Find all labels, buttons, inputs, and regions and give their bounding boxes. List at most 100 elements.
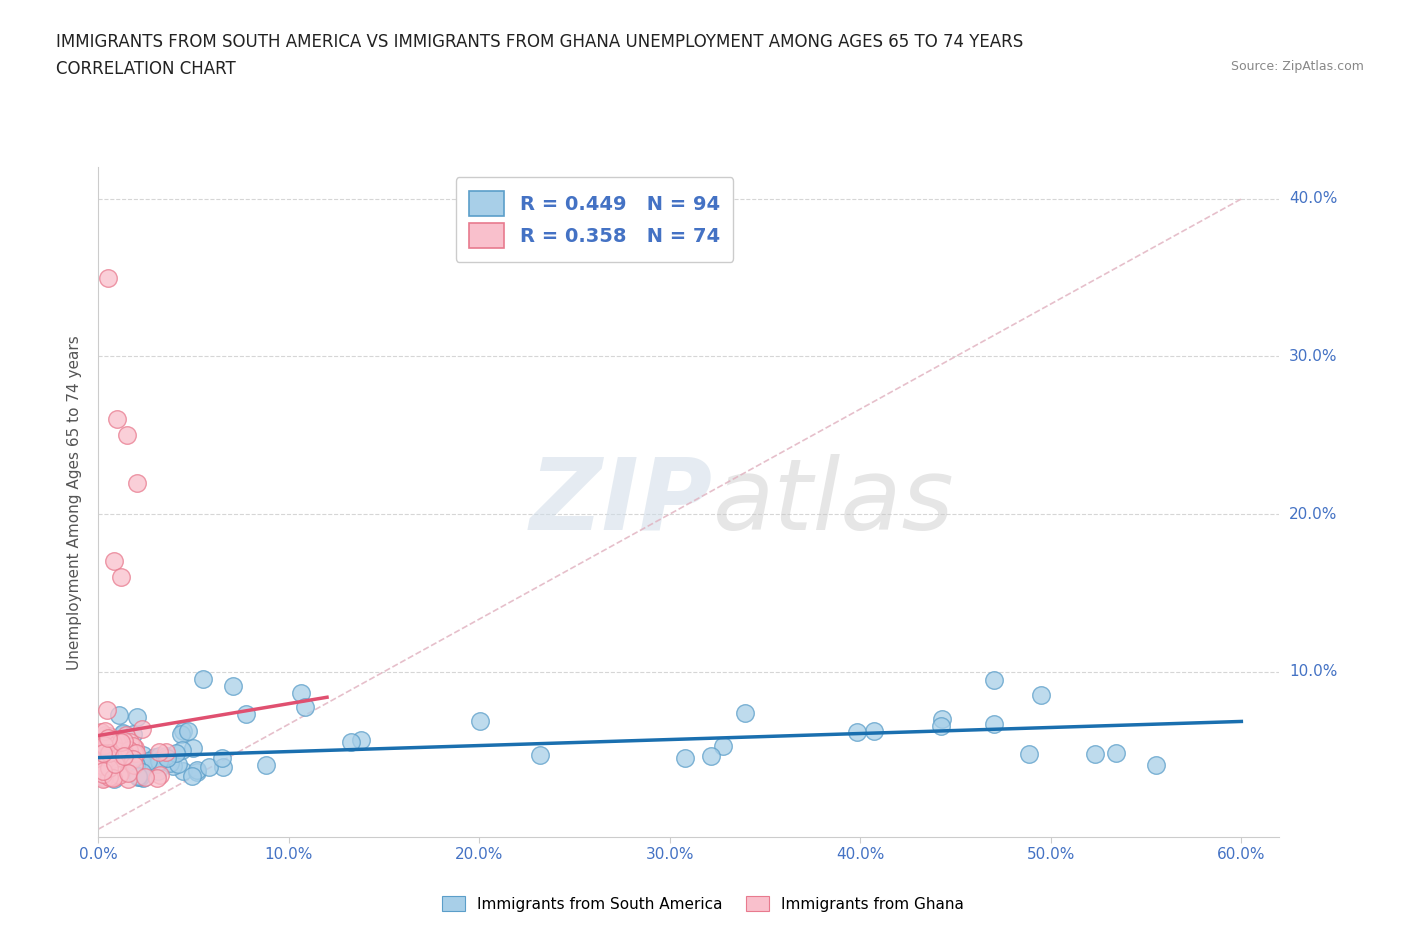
Point <box>114 752 136 767</box>
Text: IMMIGRANTS FROM SOUTH AMERICA VS IMMIGRANTS FROM GHANA UNEMPLOYMENT AMONG AGES 6: IMMIGRANTS FROM SOUTH AMERICA VS IMMIGRA… <box>56 33 1024 50</box>
Point <box>931 719 953 734</box>
Point <box>122 746 145 761</box>
Point <box>1144 757 1167 772</box>
Point <box>103 771 125 786</box>
Point <box>91 767 114 782</box>
Point <box>110 735 132 750</box>
Point <box>172 724 194 739</box>
Point <box>132 757 155 772</box>
Point <box>108 759 131 774</box>
Point <box>141 755 163 770</box>
Point <box>211 751 233 765</box>
Point <box>115 758 138 773</box>
Point <box>115 727 138 742</box>
Point <box>112 734 135 749</box>
Point <box>983 716 1005 731</box>
Point <box>101 770 124 785</box>
Point <box>111 727 134 742</box>
Point <box>235 707 257 722</box>
Point <box>145 770 167 785</box>
Point <box>104 760 127 775</box>
Point <box>148 745 170 760</box>
Point <box>863 724 886 738</box>
Point <box>254 757 277 772</box>
Legend: R = 0.449   N = 94, R = 0.358   N = 74: R = 0.449 N = 94, R = 0.358 N = 74 <box>456 177 734 262</box>
Point <box>136 753 159 768</box>
Point <box>1105 745 1128 760</box>
Point <box>93 746 115 761</box>
Point <box>103 554 125 569</box>
Point <box>94 740 117 755</box>
Point <box>711 738 734 753</box>
Point <box>105 734 128 749</box>
Text: 10.0%: 10.0% <box>1289 664 1337 679</box>
Point <box>97 271 120 286</box>
Point <box>91 759 114 774</box>
Point <box>91 772 114 787</box>
Point <box>222 679 245 694</box>
Point <box>108 751 131 766</box>
Point <box>131 748 153 763</box>
Point <box>172 764 194 778</box>
Point <box>134 769 156 784</box>
Point <box>90 754 112 769</box>
Point <box>93 744 115 759</box>
Point <box>131 722 153 737</box>
Point <box>101 765 124 780</box>
Point <box>162 759 184 774</box>
Point <box>103 736 125 751</box>
Point <box>93 746 115 761</box>
Point <box>97 770 120 785</box>
Point <box>124 741 146 756</box>
Point <box>104 757 127 772</box>
Point <box>107 734 129 749</box>
Point <box>105 755 128 770</box>
Point <box>125 746 148 761</box>
Point <box>148 749 170 764</box>
Point <box>100 760 122 775</box>
Point <box>1084 747 1107 762</box>
Point <box>145 750 167 764</box>
Point <box>122 751 145 766</box>
Point <box>156 751 179 765</box>
Point <box>122 758 145 773</box>
Text: atlas: atlas <box>713 454 955 551</box>
Point <box>101 771 124 786</box>
Point <box>107 412 129 427</box>
Point <box>97 730 120 745</box>
Point <box>91 740 114 755</box>
Point <box>983 672 1005 687</box>
Point <box>125 758 148 773</box>
Point <box>181 769 204 784</box>
Point <box>90 768 112 783</box>
Legend: Immigrants from South America, Immigrants from Ghana: Immigrants from South America, Immigrant… <box>436 889 970 918</box>
Text: CORRELATION CHART: CORRELATION CHART <box>56 60 236 78</box>
Point <box>103 770 125 785</box>
Point <box>97 729 120 744</box>
Point <box>115 428 138 443</box>
Point <box>197 759 219 774</box>
Point <box>96 759 118 774</box>
Point <box>93 737 115 752</box>
Point <box>155 749 177 764</box>
Point <box>114 753 136 768</box>
Point <box>101 757 124 772</box>
Point <box>96 759 118 774</box>
Point <box>98 745 121 760</box>
Point <box>110 569 132 584</box>
Point <box>125 710 148 724</box>
Point <box>166 756 188 771</box>
Point <box>125 475 148 490</box>
Point <box>131 764 153 779</box>
Point <box>673 751 696 765</box>
Point <box>91 761 114 776</box>
Point <box>101 736 124 751</box>
Point <box>734 706 756 721</box>
Point <box>96 759 118 774</box>
Point <box>94 724 117 738</box>
Point <box>159 756 181 771</box>
Point <box>149 767 172 782</box>
Point <box>191 671 214 686</box>
Point <box>129 769 152 784</box>
Point <box>89 760 111 775</box>
